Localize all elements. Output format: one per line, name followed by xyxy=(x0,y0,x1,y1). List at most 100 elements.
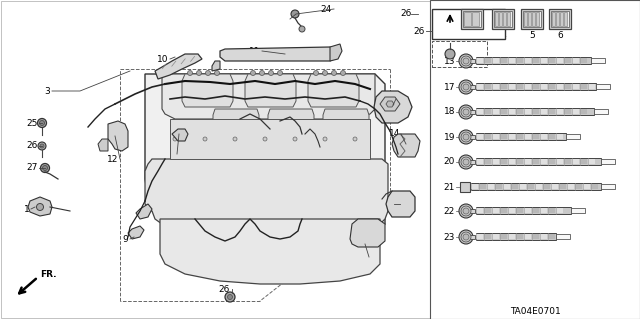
Bar xyxy=(524,208,531,213)
Bar xyxy=(484,234,491,239)
Bar xyxy=(508,159,515,164)
Polygon shape xyxy=(28,197,52,216)
Bar xyxy=(500,84,507,89)
Bar xyxy=(532,109,539,114)
Circle shape xyxy=(42,166,47,170)
Circle shape xyxy=(461,56,471,66)
Bar xyxy=(556,134,563,139)
Circle shape xyxy=(314,70,319,76)
Bar xyxy=(476,83,596,90)
Bar xyxy=(591,184,598,189)
Bar xyxy=(532,58,539,63)
Bar xyxy=(521,9,543,29)
Bar xyxy=(556,84,563,89)
Bar xyxy=(580,109,587,114)
Polygon shape xyxy=(380,97,400,111)
Bar xyxy=(476,233,556,240)
Text: FR.: FR. xyxy=(40,270,56,279)
Bar xyxy=(495,184,502,189)
Bar xyxy=(484,58,491,63)
Bar xyxy=(591,58,605,63)
Bar xyxy=(532,159,539,164)
Polygon shape xyxy=(323,109,369,139)
Text: 9: 9 xyxy=(122,234,128,243)
Bar xyxy=(548,159,555,164)
Text: 26: 26 xyxy=(27,142,38,151)
Bar xyxy=(476,84,483,89)
Text: 21: 21 xyxy=(444,182,455,191)
Bar xyxy=(470,110,475,114)
Bar xyxy=(524,12,527,26)
Bar xyxy=(564,159,571,164)
Circle shape xyxy=(463,84,469,90)
Polygon shape xyxy=(162,74,375,119)
Bar xyxy=(476,208,483,213)
Bar xyxy=(540,84,547,89)
Polygon shape xyxy=(145,159,388,224)
Bar xyxy=(532,84,539,89)
Bar xyxy=(551,184,558,189)
Bar xyxy=(567,184,574,189)
Circle shape xyxy=(461,232,471,242)
Bar xyxy=(556,109,563,114)
Polygon shape xyxy=(155,54,202,79)
Bar xyxy=(532,234,539,239)
Bar xyxy=(472,12,479,26)
Bar xyxy=(470,235,475,239)
Bar xyxy=(548,84,555,89)
Circle shape xyxy=(40,121,45,125)
Bar xyxy=(556,12,559,26)
Polygon shape xyxy=(182,74,233,107)
Circle shape xyxy=(173,137,177,141)
Bar xyxy=(564,12,567,26)
Bar xyxy=(484,109,491,114)
Bar xyxy=(580,84,587,89)
Bar xyxy=(532,208,539,213)
Text: 20: 20 xyxy=(444,158,455,167)
Circle shape xyxy=(353,137,357,141)
Polygon shape xyxy=(245,74,296,107)
Circle shape xyxy=(463,234,469,240)
Bar xyxy=(508,84,515,89)
Bar xyxy=(524,58,531,63)
Text: 10: 10 xyxy=(157,55,168,63)
Circle shape xyxy=(323,70,328,76)
Text: 8: 8 xyxy=(169,150,175,159)
Bar xyxy=(492,58,499,63)
Bar xyxy=(476,159,483,164)
Circle shape xyxy=(323,137,327,141)
Circle shape xyxy=(269,70,273,76)
Circle shape xyxy=(299,26,305,32)
Bar xyxy=(560,12,563,26)
Circle shape xyxy=(250,70,255,76)
Bar xyxy=(559,184,566,189)
Circle shape xyxy=(463,109,469,115)
Bar xyxy=(572,84,579,89)
Polygon shape xyxy=(98,139,108,151)
Bar xyxy=(470,135,475,139)
Circle shape xyxy=(332,70,337,76)
Bar xyxy=(548,134,555,139)
Bar xyxy=(524,134,531,139)
Bar xyxy=(556,208,563,213)
Circle shape xyxy=(233,137,237,141)
Bar xyxy=(500,58,507,63)
Circle shape xyxy=(445,49,455,59)
Circle shape xyxy=(461,206,471,216)
Bar xyxy=(484,84,491,89)
Circle shape xyxy=(259,70,264,76)
Text: 4: 4 xyxy=(500,31,506,40)
Bar xyxy=(524,109,531,114)
Bar xyxy=(594,109,608,114)
Polygon shape xyxy=(330,44,342,61)
Bar xyxy=(470,209,475,213)
Text: 19: 19 xyxy=(444,132,455,142)
Text: 26: 26 xyxy=(413,26,425,35)
Bar xyxy=(503,184,510,189)
Polygon shape xyxy=(212,61,220,71)
Bar xyxy=(470,59,475,63)
Text: 23: 23 xyxy=(444,233,455,241)
Bar xyxy=(549,9,571,29)
Bar xyxy=(463,11,481,27)
Bar xyxy=(476,58,483,63)
